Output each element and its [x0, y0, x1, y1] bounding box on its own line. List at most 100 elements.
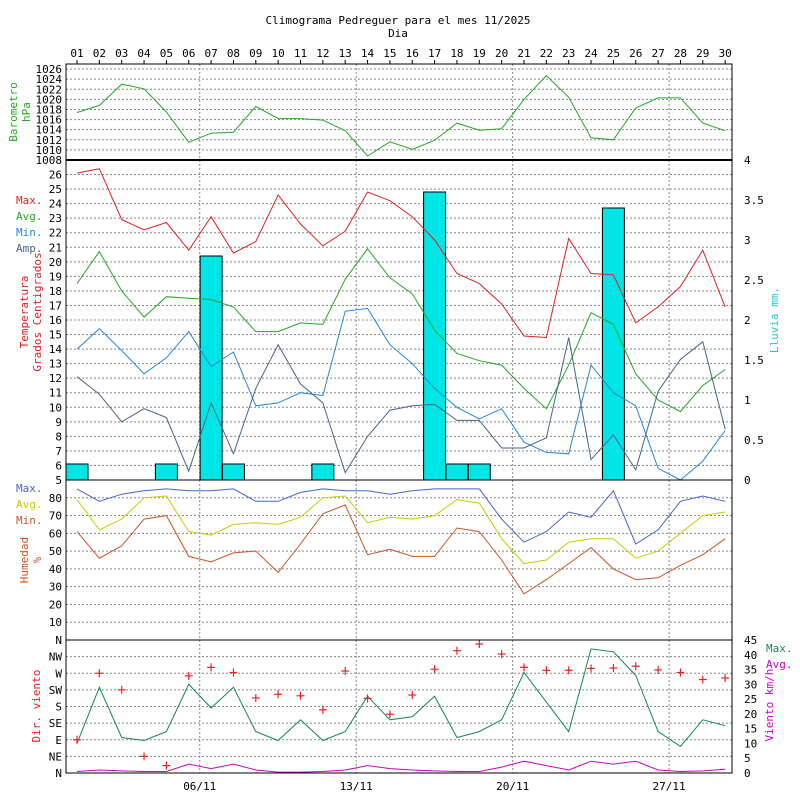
hum-min-line: [76, 504, 726, 595]
temp-tick-label: 18: [49, 285, 62, 298]
wind-dir-marker: [162, 761, 171, 770]
day-label: 06: [182, 47, 195, 60]
temp-min-line: [76, 307, 726, 481]
wind-dir-marker: [721, 674, 730, 683]
date-tick-label: 20/11: [496, 780, 529, 793]
temp-tick-label: 9: [55, 416, 62, 429]
rain-bar: [423, 191, 447, 481]
date-tick-label: 06/11: [183, 780, 216, 793]
wind-dir-marker: [587, 664, 596, 673]
wind-dir-marker: [251, 694, 260, 703]
pressure-tick-label: 1018: [36, 103, 63, 116]
temp-tick-label: 17: [49, 299, 62, 312]
day-label: 17: [428, 47, 441, 60]
rain-bar: [65, 463, 89, 481]
rain-tick-label: 1.5: [744, 354, 764, 367]
wind-dir-marker: [564, 666, 573, 675]
wind-dir-marker: [408, 691, 417, 700]
day-label: 24: [584, 47, 598, 60]
chart-title: Climograma Pedreguer para el mes 11/2025: [266, 14, 531, 27]
rain-tick-label: 3.5: [744, 194, 764, 207]
wind-speed-tick-label: 40: [744, 649, 757, 662]
pressure-tick-label: 1014: [36, 124, 63, 137]
hum-max-line: [76, 488, 726, 545]
date-tick-label: 27/11: [653, 780, 686, 793]
hum-axis-label: Humedad: [18, 537, 31, 583]
wind-dir-marker: [475, 640, 484, 648]
day-label: 25: [607, 47, 620, 60]
rain-tick-label: 2: [744, 314, 751, 327]
day-label: 04: [137, 47, 151, 60]
wind-dir-marker: [184, 671, 193, 680]
temp-tick-label: 7: [55, 445, 62, 458]
wind-dir-tick-label: NW: [49, 651, 63, 664]
wind-speed-tick-label: 15: [744, 723, 757, 736]
rain-bar: [221, 463, 245, 481]
wind-dir-marker: [676, 668, 685, 677]
wind-dir-tick-label: SW: [49, 684, 63, 697]
day-label: 13: [339, 47, 352, 60]
temp-tick-label: 26: [49, 169, 62, 182]
wind-dir-marker: [363, 694, 372, 703]
rain-tick-label: 1: [744, 394, 751, 407]
temp-tick-label: 21: [49, 241, 62, 254]
temp-tick-label: 25: [49, 183, 62, 196]
temp-tick-label: 14: [49, 343, 63, 356]
temp-max-line: [76, 168, 726, 339]
temp-tick-label: 10: [49, 401, 62, 414]
pressure-tick-label: 1020: [36, 93, 63, 106]
temp-tick-label: 24: [49, 198, 63, 211]
temp-legend-amp: Amp.: [16, 242, 43, 255]
wind-dir-tick-label: W: [55, 667, 62, 680]
day-label: 09: [249, 47, 262, 60]
temp-tick-label: 22: [49, 227, 62, 240]
rain-bar: [467, 463, 491, 481]
wind-dir-marker: [318, 705, 327, 714]
pressure-tick-label: 1026: [36, 63, 63, 76]
wind-dir-tick-label: NE: [49, 750, 62, 763]
day-label: 01: [70, 47, 83, 60]
wind-dir-marker: [117, 685, 126, 694]
temp-tick-label: 23: [49, 212, 62, 225]
day-label: 18: [450, 47, 463, 60]
hum-tick-label: 40: [49, 563, 62, 576]
day-label: 22: [540, 47, 553, 60]
temp-axis-label: Temperatura: [18, 276, 31, 349]
wind-dir-marker: [229, 668, 238, 677]
wind-dir-marker: [609, 664, 618, 673]
wind-legend-avg: Avg.: [766, 658, 793, 671]
temp-tick-label: 11: [49, 387, 62, 400]
wind-speed-tick-label: 20: [744, 708, 757, 721]
wind-dir-marker: [385, 710, 394, 719]
day-label: 14: [361, 47, 375, 60]
temp-tick-label: 5: [55, 474, 62, 487]
day-label: 03: [115, 47, 128, 60]
day-label: 08: [227, 47, 240, 60]
date-tick-label: 13/11: [340, 780, 373, 793]
wind-dir-marker: [631, 662, 640, 671]
wind-dir-marker: [296, 691, 305, 700]
day-label: 20: [495, 47, 508, 60]
temp-tick-label: 8: [55, 430, 62, 443]
temp-axis-unit: Grados Centigrados: [31, 252, 44, 371]
hum-legend-avg: Avg.: [16, 498, 43, 511]
temp-legend-max: Max.: [16, 194, 43, 207]
hum-tick-label: 10: [49, 616, 62, 629]
hum-axis-unit: %: [31, 556, 44, 563]
day-label: 29: [696, 47, 709, 60]
day-label: 27: [651, 47, 664, 60]
pressure-tick-label: 1008: [36, 154, 63, 167]
pressure-tick-label: 1016: [36, 114, 63, 127]
wind-dir-tick-label: N: [55, 634, 62, 647]
day-label: 15: [383, 47, 396, 60]
hum-legend-max: Max.: [16, 482, 43, 495]
temp-tick-label: 6: [55, 459, 62, 472]
axes-layer: [65, 60, 733, 774]
pressure-tick-label: 1010: [36, 144, 63, 157]
pressure-axis-unit: hPa: [20, 102, 33, 122]
temp-tick-label: 19: [49, 270, 62, 283]
x-axis-label: Dia: [388, 27, 408, 40]
wind-dir-marker: [140, 752, 149, 761]
temp-amp-line: [76, 337, 726, 474]
